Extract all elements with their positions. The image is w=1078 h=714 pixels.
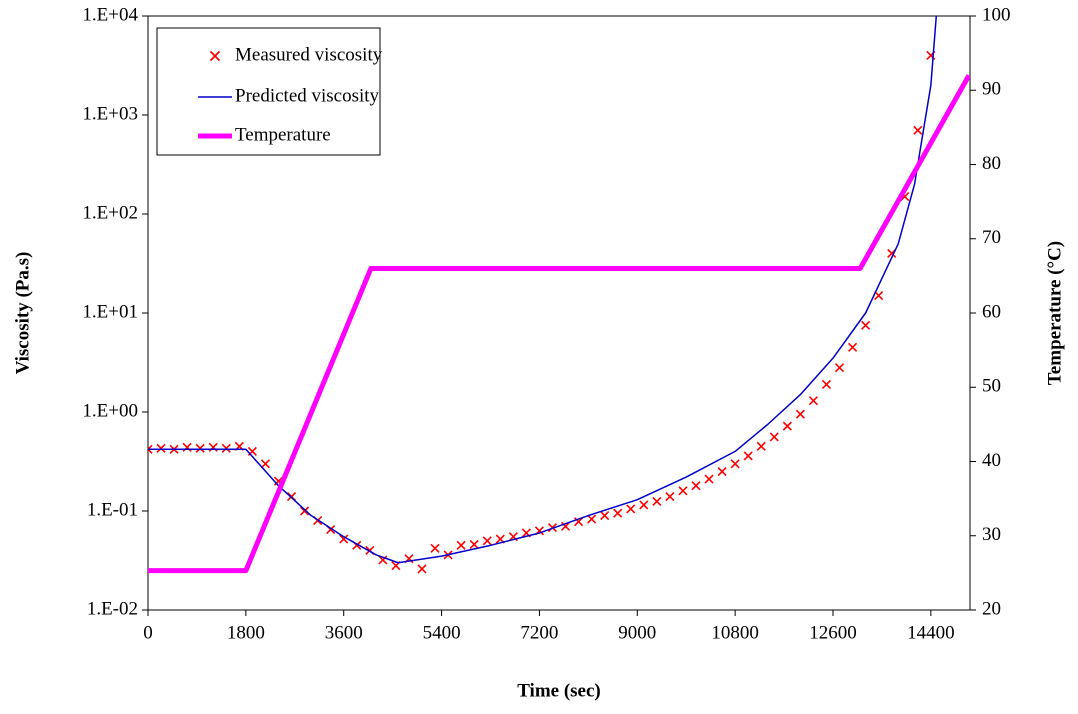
marker	[808, 396, 818, 406]
marker	[874, 291, 884, 301]
y-tick-label: 1.E+00	[82, 400, 138, 421]
y2-tick-label: 80	[982, 153, 1001, 174]
marker	[730, 459, 740, 469]
x-axis-title: Time (sec)	[517, 680, 601, 701]
marker	[208, 442, 218, 452]
x-tick-label: 7200	[520, 622, 558, 643]
y-tick-label: 1.E+03	[82, 103, 138, 124]
y-tick-label: 1.E+01	[82, 301, 138, 322]
y-tick-label: 1.E+02	[82, 202, 138, 223]
marker	[260, 459, 270, 469]
marker	[795, 409, 805, 419]
y2-tick-label: 30	[982, 524, 1001, 545]
plot-area	[148, 15, 970, 574]
y2-axis-title: Temperature (°C)	[1044, 241, 1065, 385]
y-tick-label: 1.E+04	[82, 4, 138, 25]
marker	[195, 443, 205, 453]
marker	[756, 441, 766, 451]
marker	[339, 534, 349, 544]
legend	[156, 27, 381, 156]
marker	[743, 451, 753, 461]
marker	[834, 363, 845, 373]
series-line	[148, 74, 970, 574]
marker	[626, 504, 636, 514]
x-tick-label: 10800	[711, 622, 759, 643]
marker	[574, 517, 584, 527]
y2-tick-label: 60	[982, 301, 1001, 322]
marker	[861, 320, 871, 330]
marker	[665, 491, 675, 502]
y-tick-label: 1.E-01	[87, 499, 138, 520]
marker	[221, 443, 231, 453]
y2-tick-label: 20	[982, 598, 1001, 619]
marker	[678, 486, 688, 496]
x-tick-label: 9000	[618, 622, 656, 643]
x-tick-label: 14400	[907, 622, 955, 643]
marker	[600, 510, 610, 521]
marker	[482, 536, 492, 546]
x-tick-label: 5400	[423, 622, 461, 643]
legend-label: Temperature	[235, 124, 331, 145]
marker	[378, 555, 388, 565]
marker	[848, 342, 858, 352]
x-tick-label: 1800	[227, 622, 265, 643]
marker	[782, 421, 792, 431]
y-tick-label: 1.E-02	[87, 598, 138, 619]
marker	[652, 496, 662, 506]
marker	[417, 564, 427, 574]
marker	[182, 442, 192, 452]
y-axis-title: Viscosity (Pa.s)	[12, 252, 33, 375]
marker	[148, 444, 153, 454]
marker	[704, 474, 714, 484]
y2-tick-label: 40	[982, 450, 1001, 471]
legend-label: Predicted viscosity	[235, 85, 380, 106]
marker	[469, 539, 479, 549]
marker	[691, 481, 701, 491]
x-tick-label: 12600	[809, 622, 857, 643]
marker	[300, 506, 310, 516]
marker	[560, 521, 571, 531]
marker	[769, 432, 779, 442]
y2-tick-label: 90	[982, 79, 1001, 100]
marker	[639, 500, 649, 510]
y2-tick-label: 50	[982, 376, 1001, 397]
marker	[613, 508, 623, 518]
marker	[456, 540, 466, 550]
legend-label: Measured viscosity	[235, 44, 383, 65]
series-line	[148, 15, 938, 564]
x-tick-label: 3600	[325, 622, 363, 643]
marker	[821, 379, 832, 389]
marker	[913, 125, 923, 135]
marker	[587, 514, 597, 524]
x-tick-label: 0	[143, 622, 153, 643]
y2-tick-label: 70	[982, 227, 1001, 248]
y2-tick-label: 100	[982, 4, 1011, 25]
marker	[430, 543, 440, 553]
legend-marker	[209, 50, 221, 62]
marker	[717, 467, 727, 477]
marker	[156, 443, 166, 453]
